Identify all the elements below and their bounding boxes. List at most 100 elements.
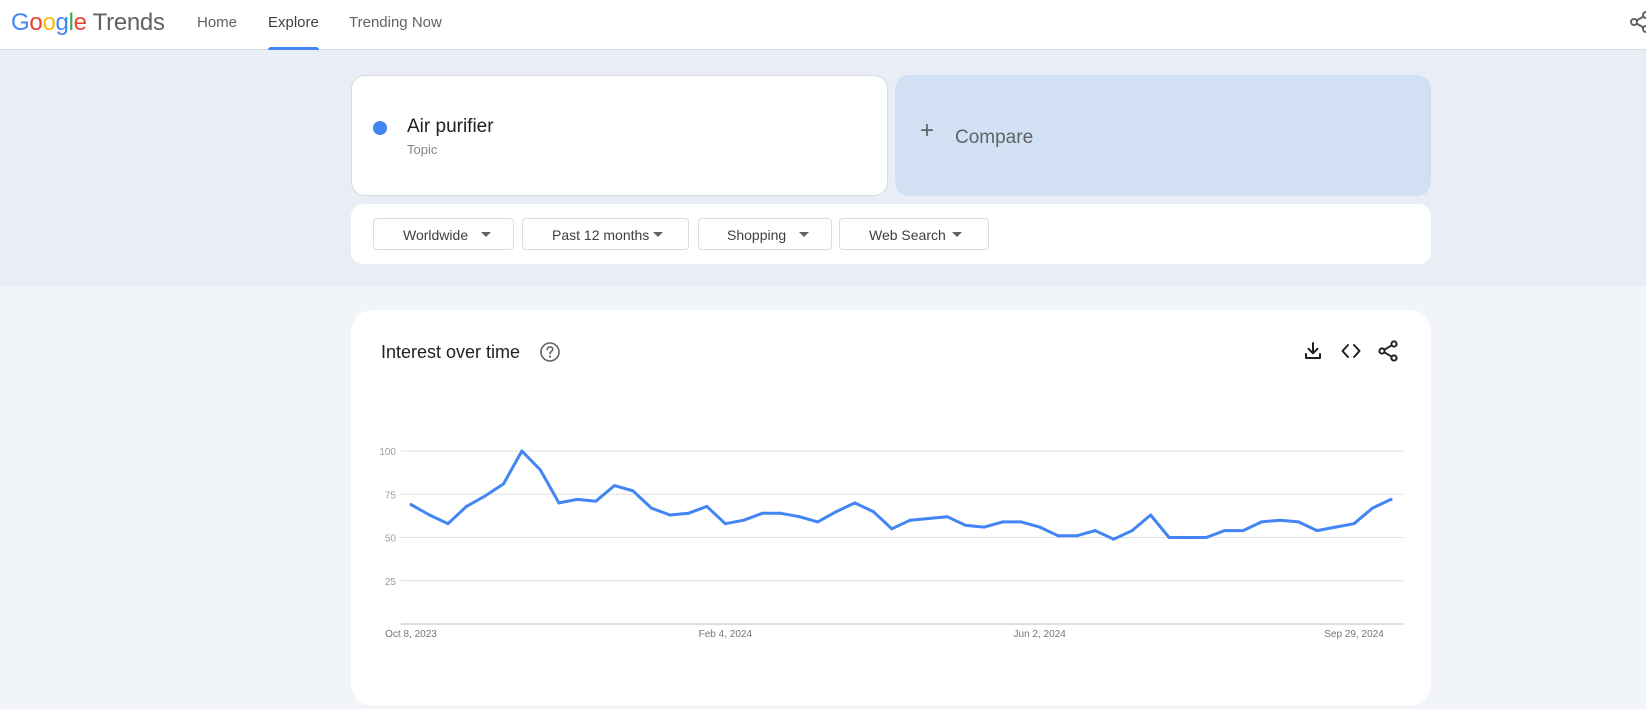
active-tab-indicator: [268, 47, 319, 50]
interest-over-time-card: Interest over time 100 75 50 25 Oct 8, 2023 F…: [351, 310, 1431, 706]
data-point: [760, 511, 764, 515]
data-point: [446, 522, 450, 526]
data-point: [1001, 520, 1005, 524]
share-icon[interactable]: [1376, 339, 1400, 363]
data-point: [686, 511, 690, 515]
data-point: [927, 516, 931, 520]
x-tick-label: Jun 2, 2024: [1014, 629, 1067, 640]
data-point: [1297, 520, 1301, 524]
data-point: [409, 503, 413, 507]
filter-location-label: Worldwide: [403, 227, 469, 243]
filter-search-type[interactable]: Web Search: [839, 218, 989, 250]
logo-letter: o: [29, 9, 43, 36]
data-point: [483, 494, 487, 498]
y-tick-label: 25: [385, 577, 397, 588]
data-point: [853, 501, 857, 505]
y-tick-label: 50: [385, 534, 397, 545]
share-icon[interactable]: [1630, 11, 1646, 33]
nav-explore[interactable]: Explore: [268, 14, 319, 31]
data-point: [1278, 518, 1282, 522]
data-point: [427, 513, 431, 517]
data-point: [1112, 537, 1116, 541]
data-point: [1130, 529, 1134, 533]
data-point: [1149, 513, 1153, 517]
x-tick-label: Sep 29, 2024: [1324, 629, 1384, 640]
download-icon[interactable]: [1301, 339, 1325, 363]
chevron-down-icon: [481, 232, 491, 237]
filter-category[interactable]: Shopping: [698, 218, 832, 250]
data-point: [797, 515, 801, 519]
search-term-card[interactable]: Air purifier Topic: [351, 75, 888, 196]
term-name: Air purifier: [407, 116, 494, 137]
data-point: [557, 501, 561, 505]
data-point: [501, 482, 505, 486]
google-trends-logo[interactable]: Google Trends: [11, 9, 165, 37]
y-tick-label: 75: [385, 490, 397, 501]
filter-location[interactable]: Worldwide: [373, 218, 514, 250]
data-point: [575, 497, 579, 501]
x-tick-label: Oct 8, 2023: [385, 629, 437, 640]
data-point: [1167, 536, 1171, 539]
data-point: [1223, 529, 1227, 533]
logo-trends-word: Trends: [92, 9, 165, 36]
data-point: [594, 499, 598, 503]
chevron-down-icon: [653, 232, 663, 237]
nav-home[interactable]: Home: [197, 14, 238, 31]
plus-icon: +: [920, 117, 935, 144]
data-point: [1371, 506, 1375, 510]
data-point: [538, 468, 542, 472]
data-point: [742, 518, 746, 522]
compare-button[interactable]: + Compare: [895, 75, 1431, 196]
logo-letter: G: [11, 9, 30, 36]
term-color-dot: [373, 121, 387, 135]
data-point: [612, 484, 616, 488]
data-point: [890, 527, 894, 531]
data-point: [723, 522, 727, 526]
top-app-bar: Google Trends Home Explore Trending Now: [0, 0, 1646, 50]
data-point: [464, 504, 468, 508]
chevron-down-icon: [799, 232, 809, 237]
data-point: [1315, 529, 1319, 533]
filter-bar: Worldwide Past 12 months Shopping Web Se…: [351, 204, 1431, 264]
data-point: [1352, 522, 1356, 526]
embed-code-icon[interactable]: [1339, 339, 1363, 363]
data-point: [816, 520, 820, 524]
y-tick-label: 100: [379, 447, 396, 458]
data-point: [631, 489, 635, 493]
chart-title: Interest over time: [381, 342, 521, 362]
data-point: [964, 523, 968, 527]
data-point: [1334, 525, 1338, 529]
data-point: [1075, 534, 1079, 538]
data-point: [649, 506, 653, 510]
filter-time-range[interactable]: Past 12 months: [522, 218, 689, 250]
filter-time-range-label: Past 12 months: [552, 227, 650, 243]
data-point: [1260, 520, 1264, 524]
data-point: [779, 511, 783, 515]
data-point: [1204, 536, 1208, 539]
data-point: [520, 449, 524, 453]
data-point: [1038, 525, 1042, 529]
logo-letter: e: [73, 9, 87, 36]
nav-trending-now[interactable]: Trending Now: [349, 14, 442, 31]
term-type: Topic: [407, 142, 438, 157]
data-point: [1186, 536, 1190, 539]
logo-letter: g: [55, 9, 69, 36]
logo-letter: o: [42, 9, 56, 36]
chevron-down-icon: [952, 232, 962, 237]
data-point: [871, 510, 875, 514]
data-point: [705, 504, 709, 508]
interest-line-chart: 100 75 50 25 Oct 8, 2023 Feb 4, 2024 Jun 2, 20…: [379, 447, 1403, 640]
data-point: [834, 510, 838, 514]
filter-category-label: Shopping: [727, 227, 787, 243]
data-point: [945, 515, 949, 519]
data-point: [1056, 534, 1060, 538]
data-point: [1389, 497, 1393, 501]
data-point: [982, 525, 986, 529]
data-point: [668, 513, 672, 517]
series-line: [409, 449, 1393, 541]
x-tick-label: Feb 4, 2024: [699, 629, 753, 640]
help-icon[interactable]: [539, 341, 561, 363]
logo-letter: l: [68, 9, 74, 36]
data-point: [1093, 529, 1097, 533]
compare-label: Compare: [955, 127, 1034, 148]
